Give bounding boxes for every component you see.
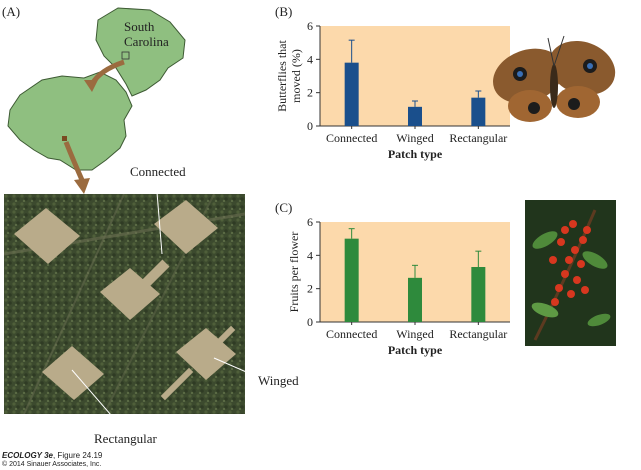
chart-b-y-tick-label: 0 [307,119,313,133]
chart-b-y-tick-label: 2 [307,86,313,100]
chart-c-y-tick-label: 6 [307,215,313,229]
map-illustration [7,7,186,194]
chart-b-y-axis-label-line1: Butterflies that [275,40,289,112]
chart-c-y-axis-label: Fruits per flower [287,232,301,313]
region-locator-box [62,136,67,141]
chart-b-y-tick-label: 4 [307,52,313,66]
patch-rectangular [42,346,104,400]
winged-leader [213,357,245,373]
patch-wing-1 [202,325,236,359]
patch-corridor [128,259,170,301]
state-locator-box [121,51,130,60]
chart-c-x-tick-label: Winged [396,327,434,341]
credit-line1: ECOLOGY 3e, Figure 24.19 [2,451,103,460]
chart-c-bar [408,277,422,322]
south-carolina-map [95,7,186,97]
connected-label: Connected [130,164,186,179]
chart-c-x-tick-label: Rectangular [449,327,507,341]
zoom-arrow-2-head [74,178,90,194]
winged-label: Winged [258,373,299,388]
panel-a-label: (A) [2,4,21,19]
chart-c-y-tick-label: 0 [307,315,313,329]
chart-b-x-tick-label: Connected [326,131,377,145]
zoom-arrow-1-head [84,80,98,92]
chart-b: 0 2 4 6 Connected Winged Rectangular Patch type… [275,19,510,161]
state-label-line1: South [124,19,155,34]
connected-leader [156,194,163,255]
chart-b-bar [471,97,486,126]
patch-wing-2 [160,367,194,401]
patch-top-left [14,208,80,264]
panel-b-label: (B) [275,4,293,19]
chart-b-x-axis-label: Patch type [388,147,443,161]
state-label-line2: Carolina [124,34,169,49]
berry-branch-photo [525,200,616,346]
chart-b-y-tick-label: 6 [307,19,313,33]
patch-top-right [154,200,218,254]
chart-b-bar [344,62,359,126]
aerial-photo [4,194,245,414]
chart-c: 0 2 4 6 Connected Winged Rectangular Patch type… [287,215,510,357]
credit-line2: © 2014 Sinauer Associates, Inc. [2,461,102,468]
butterfly-photo [493,35,616,122]
panel-c-label: (C) [275,200,293,215]
chart-c-bar [344,238,359,322]
chart-c-bar [471,267,486,322]
rectangular-label: Rectangular [94,431,157,446]
zoom-arrow-2 [63,141,85,182]
chart-c-y-tick-label: 4 [307,248,313,262]
chart-c-x-axis-label: Patch type [388,343,443,357]
region-map [7,71,133,171]
chart-c-y-tick-label: 2 [307,282,313,296]
chart-c-x-tick-label: Connected [326,327,377,341]
chart-b-x-tick-label: Rectangular [449,131,507,145]
chart-b-bar [408,106,422,126]
rectangular-leader [71,369,111,414]
chart-b-x-tick-label: Winged [396,131,434,145]
chart-b-y-axis-label-line2: moved (%) [289,49,303,103]
